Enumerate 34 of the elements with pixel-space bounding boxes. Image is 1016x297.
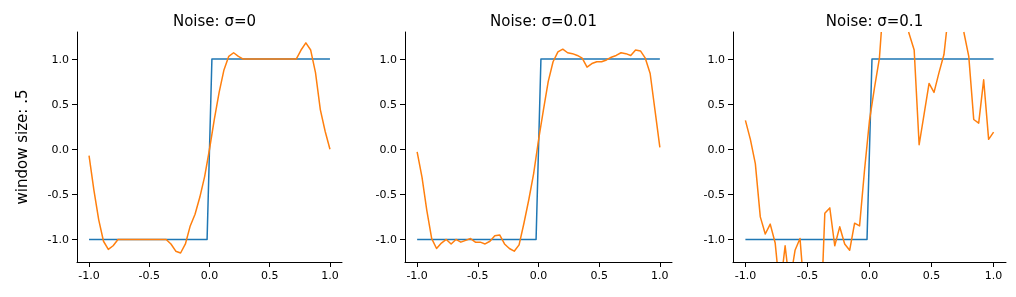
chart-title: Noise: σ=0 — [172, 11, 257, 30]
x-tick-label: 1.0 — [651, 269, 669, 282]
x-tick-label: 1.0 — [984, 269, 1003, 282]
x-tick-label: -1.0 — [78, 269, 100, 282]
chart-title: Noise: σ=0.01 — [490, 11, 597, 30]
x-tick-label: 1.0 — [321, 269, 339, 282]
y-tick-label: 1.0 — [379, 52, 397, 66]
y-tick-label: 1.0 — [707, 52, 725, 66]
y-tick-label: 1.0 — [51, 52, 69, 66]
y-tick-label: 0.5 — [51, 97, 69, 111]
y-tick-label: 0.0 — [51, 142, 69, 156]
y-tick-label: 0.5 — [379, 97, 397, 111]
y-tick-label: 0.0 — [707, 142, 725, 156]
x-tick-label: -1.0 — [406, 269, 428, 282]
y-tick-label: -0.5 — [47, 187, 69, 201]
x-tick-label: 0.5 — [922, 269, 941, 282]
x-tick-label: -0.5 — [467, 269, 489, 282]
y-tick-label: -1.0 — [703, 232, 725, 246]
chart-title: Noise: σ=0.1 — [825, 11, 924, 30]
x-tick-label: 0.0 — [200, 269, 219, 282]
y-axis-title: window size: .5 — [12, 89, 31, 205]
x-tick-label: 0.0 — [860, 269, 879, 282]
x-tick-label: -1.0 — [734, 269, 757, 282]
x-tick-label: -0.5 — [796, 269, 819, 282]
x-tick-label: 0.0 — [529, 269, 548, 282]
x-tick-label: 0.5 — [590, 269, 608, 282]
y-tick-label: -1.0 — [47, 232, 69, 246]
x-tick-label: -0.5 — [138, 269, 161, 282]
y-tick-label: -0.5 — [375, 187, 397, 201]
y-tick-label: -1.0 — [375, 232, 397, 246]
y-tick-label: -0.5 — [703, 187, 725, 201]
y-tick-label: 0.0 — [379, 142, 397, 156]
x-tick-label: 0.5 — [260, 269, 279, 282]
y-tick-label: 0.5 — [707, 97, 725, 111]
